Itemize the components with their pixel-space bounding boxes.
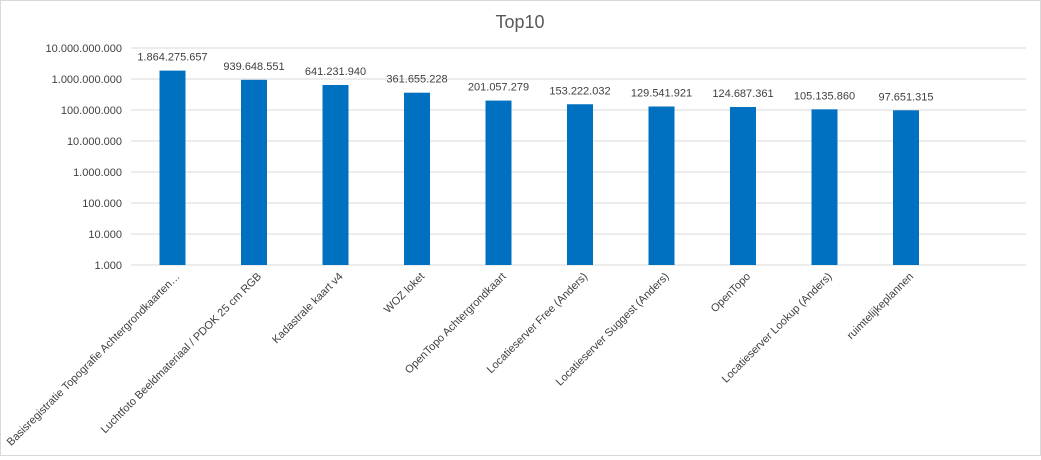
y-tick-label: 100.000 [82,198,122,210]
x-tick-label: Basisregistratie Topografie Achtergrondk… [5,271,183,449]
bar [322,84,349,265]
bar [567,104,593,266]
data-label: 124.687.361 [712,88,773,100]
data-label: 105.135.860 [794,90,855,102]
bar [485,100,512,266]
x-axis-ticks: Basisregistratie Topografie Achtergrondk… [5,271,916,449]
bars [159,70,919,266]
bar [648,106,675,265]
x-tick-label: Luchtfoto Beeldmateriaal / PDOK 25 cm RG… [99,271,264,436]
x-tick-label: ruimtelijkeplannen [845,271,916,342]
y-tick-label: 10.000 [88,229,122,241]
bar [730,107,756,265]
bar [893,110,919,265]
data-label: 201.057.279 [468,82,529,94]
x-tick-label: Kadastrale kaart v4 [270,271,346,347]
y-axis-ticks: 1.000 10.000 100.000 1.000.000 10.000.000 100… [46,43,122,272]
data-label: 939.648.551 [223,61,284,73]
y-tick-label: 1.000 [94,260,122,272]
bar [404,92,430,265]
data-label: 97.651.315 [878,91,933,103]
y-tick-label: 10.000.000 [67,136,122,148]
data-label: 153.222.032 [549,85,610,97]
bar [159,70,186,265]
data-label: 129.541.921 [631,88,692,100]
y-tick-label: 1.000.000.000 [52,74,122,86]
bar [811,109,838,266]
data-labels: 1.864.275.657 939.648.551 641.231.940 361.6… [137,52,933,104]
data-label: 361.655.228 [386,74,447,86]
data-label: 641.231.940 [305,66,366,78]
chart-title: Top10 [495,12,544,32]
y-tick-label: 100.000.000 [61,105,122,117]
y-tick-label: 10.000.000.000 [46,43,122,55]
x-tick-label: OpenTopo [709,271,753,315]
y-tick-label: 1.000.000 [73,167,122,179]
x-tick-label: WOZ loket [382,271,427,316]
bar [241,79,267,265]
data-label: 1.864.275.657 [137,52,207,64]
